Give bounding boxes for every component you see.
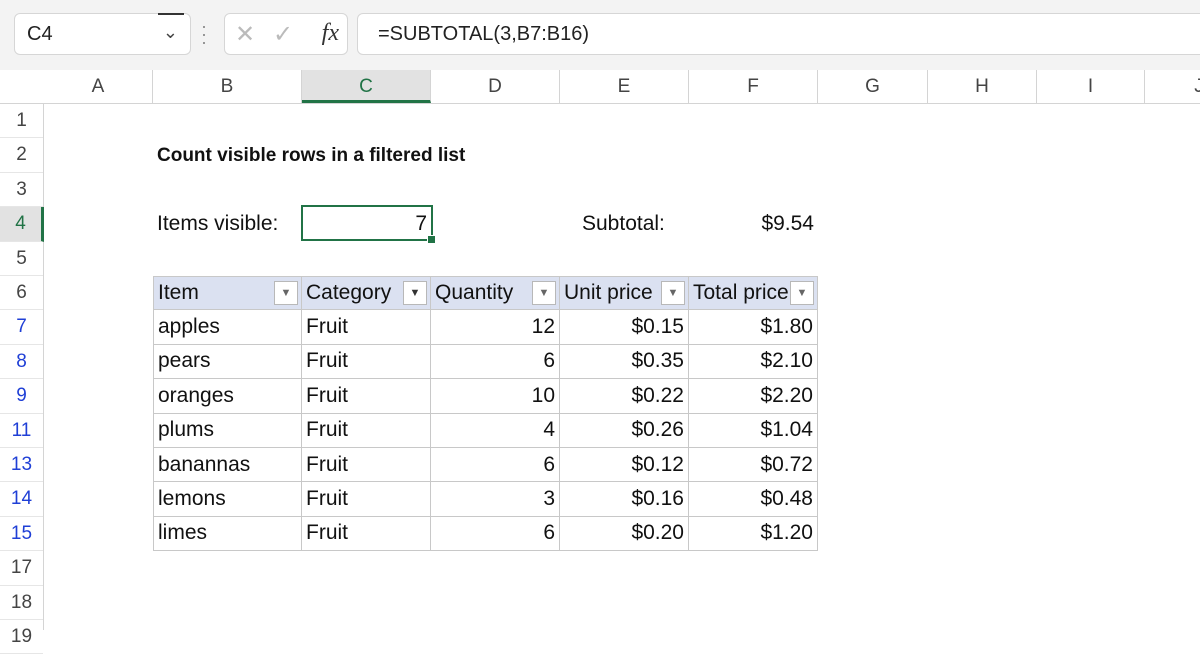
table-cell[interactable]: $2.20 <box>689 379 818 414</box>
table-cell[interactable]: 6 <box>431 516 560 552</box>
row-header-3[interactable]: 3 <box>0 173 43 208</box>
header-label: Category <box>306 281 392 305</box>
table-cell[interactable]: $0.35 <box>560 344 689 380</box>
table-cell[interactable]: lemons <box>153 482 302 517</box>
column-header-e[interactable]: E <box>560 70 689 103</box>
sheet-title[interactable]: Count visible rows in a filtered list <box>157 144 466 166</box>
filter-dropdown-icon[interactable]: ▼ <box>661 281 685 306</box>
chevron-down-icon[interactable]: ⌄ <box>162 22 178 42</box>
header-label: Quantity <box>435 281 514 305</box>
column-header-c[interactable]: C <box>302 70 431 103</box>
table-header-unit-price[interactable]: Unit price ▼ <box>560 276 689 311</box>
column-header-g[interactable]: G <box>818 70 928 103</box>
row-header-5[interactable]: 5 <box>0 242 43 276</box>
table-cell[interactable]: pears <box>153 344 302 380</box>
filter-active-icon[interactable]: ▼ <box>403 281 427 306</box>
header-label: Item <box>158 281 199 305</box>
header-label: Unit price <box>564 281 653 305</box>
table-cell[interactable]: 3 <box>431 482 560 517</box>
row-header-7[interactable]: 7 <box>0 310 43 345</box>
drag-handle-icon[interactable]: · · · <box>201 16 207 52</box>
table-cell[interactable]: Fruit <box>302 413 431 448</box>
table-cell[interactable]: $0.20 <box>560 516 689 552</box>
table-cell[interactable]: $0.72 <box>689 448 818 483</box>
name-box-value: C4 <box>27 23 53 45</box>
table-cell[interactable]: oranges <box>153 379 302 414</box>
table-cell[interactable]: Fruit <box>302 482 431 517</box>
table-cell[interactable]: $0.48 <box>689 482 818 517</box>
insert-function-icon[interactable]: fx <box>321 20 339 46</box>
column-header-f[interactable]: F <box>689 70 818 103</box>
subtotal-label[interactable]: Subtotal: <box>582 212 665 236</box>
table-cell[interactable]: 4 <box>431 413 560 448</box>
row-header-13[interactable]: 13 <box>0 448 43 483</box>
table-cell[interactable]: $0.22 <box>560 379 689 414</box>
active-cell-c4[interactable] <box>301 205 436 244</box>
table-cell[interactable]: Fruit <box>302 516 431 552</box>
filter-dropdown-icon[interactable]: ▼ <box>274 281 298 306</box>
table-cell[interactable]: Fruit <box>302 344 431 380</box>
name-box-decoration <box>158 13 184 15</box>
formula-buttons: ✕ ✓ fx <box>224 13 348 55</box>
items-visible-label[interactable]: Items visible: <box>157 212 279 236</box>
column-header-b[interactable]: B <box>153 70 302 103</box>
table-cell[interactable]: $0.15 <box>560 310 689 345</box>
header-label: Total price <box>693 281 789 305</box>
row-header-1[interactable]: 1 <box>0 104 43 139</box>
table-cell[interactable]: 10 <box>431 379 560 414</box>
cancel-icon[interactable]: ✕ <box>235 21 256 48</box>
column-header-h[interactable]: H <box>928 70 1037 103</box>
row-header-11[interactable]: 11 <box>0 414 43 448</box>
table-header-category[interactable]: Category ▼ <box>302 276 431 311</box>
table-cell[interactable]: $1.20 <box>689 516 818 552</box>
row-header-4[interactable]: 4 <box>0 207 44 242</box>
table-cell[interactable]: Fruit <box>302 310 431 345</box>
row-header-8[interactable]: 8 <box>0 345 43 380</box>
table-cell[interactable]: $1.04 <box>689 413 818 448</box>
filter-dropdown-icon[interactable]: ▼ <box>532 281 556 306</box>
table-header-item[interactable]: Item ▼ <box>153 276 302 311</box>
row-header-6[interactable]: 6 <box>0 276 43 311</box>
column-header-d[interactable]: D <box>431 70 560 103</box>
row-header-2[interactable]: 2 <box>0 138 43 173</box>
row-header-9[interactable]: 9 <box>0 379 43 414</box>
table-cell[interactable]: plums <box>153 413 302 448</box>
column-header-i[interactable]: I <box>1037 70 1145 103</box>
table-cell[interactable]: apples <box>153 310 302 345</box>
table-cell[interactable]: $1.80 <box>689 310 818 345</box>
table-cell[interactable]: $2.10 <box>689 344 818 380</box>
table-cell[interactable]: Fruit <box>302 448 431 483</box>
formula-text: =SUBTOTAL(3,B7:B16) <box>378 23 590 45</box>
table-cell[interactable]: 6 <box>431 344 560 380</box>
subtotal-value[interactable]: $9.54 <box>761 212 814 236</box>
items-visible-value[interactable]: 7 <box>415 212 427 236</box>
row-header-14[interactable]: 14 <box>0 482 43 517</box>
table-cell[interactable]: 12 <box>431 310 560 345</box>
table-cell[interactable]: $0.12 <box>560 448 689 483</box>
enter-icon[interactable]: ✓ <box>273 21 294 48</box>
row-header-18[interactable]: 18 <box>0 586 43 620</box>
table-cell[interactable]: $0.26 <box>560 413 689 448</box>
table-cell[interactable]: limes <box>153 516 302 552</box>
filter-dropdown-icon[interactable]: ▼ <box>790 281 814 306</box>
formula-input[interactable]: =SUBTOTAL(3,B7:B16) <box>357 13 1200 55</box>
row-header-19[interactable]: 19 <box>0 620 43 654</box>
table-cell[interactable]: $0.16 <box>560 482 689 517</box>
table-cell[interactable]: banannas <box>153 448 302 483</box>
row-header-17[interactable]: 17 <box>0 551 43 586</box>
name-box[interactable]: C4 ⌄ <box>14 13 191 55</box>
formula-toolbar: C4 ⌄ · · · ✕ ✓ fx =SUBTOTAL(3,B7:B16) <box>0 0 1200 70</box>
row-headers: 1 2 3 4 5 6 7 8 9 11 13 14 15 17 18 19 <box>0 104 44 654</box>
table-header-total-price[interactable]: Total price ▼ <box>689 276 818 311</box>
column-header-a[interactable]: A <box>44 70 153 103</box>
row-header-15[interactable]: 15 <box>0 517 43 552</box>
table-cell[interactable]: Fruit <box>302 379 431 414</box>
table-cell[interactable]: 6 <box>431 448 560 483</box>
column-header-j[interactable]: J <box>1145 70 1200 103</box>
table-header-quantity[interactable]: Quantity ▼ <box>431 276 560 311</box>
